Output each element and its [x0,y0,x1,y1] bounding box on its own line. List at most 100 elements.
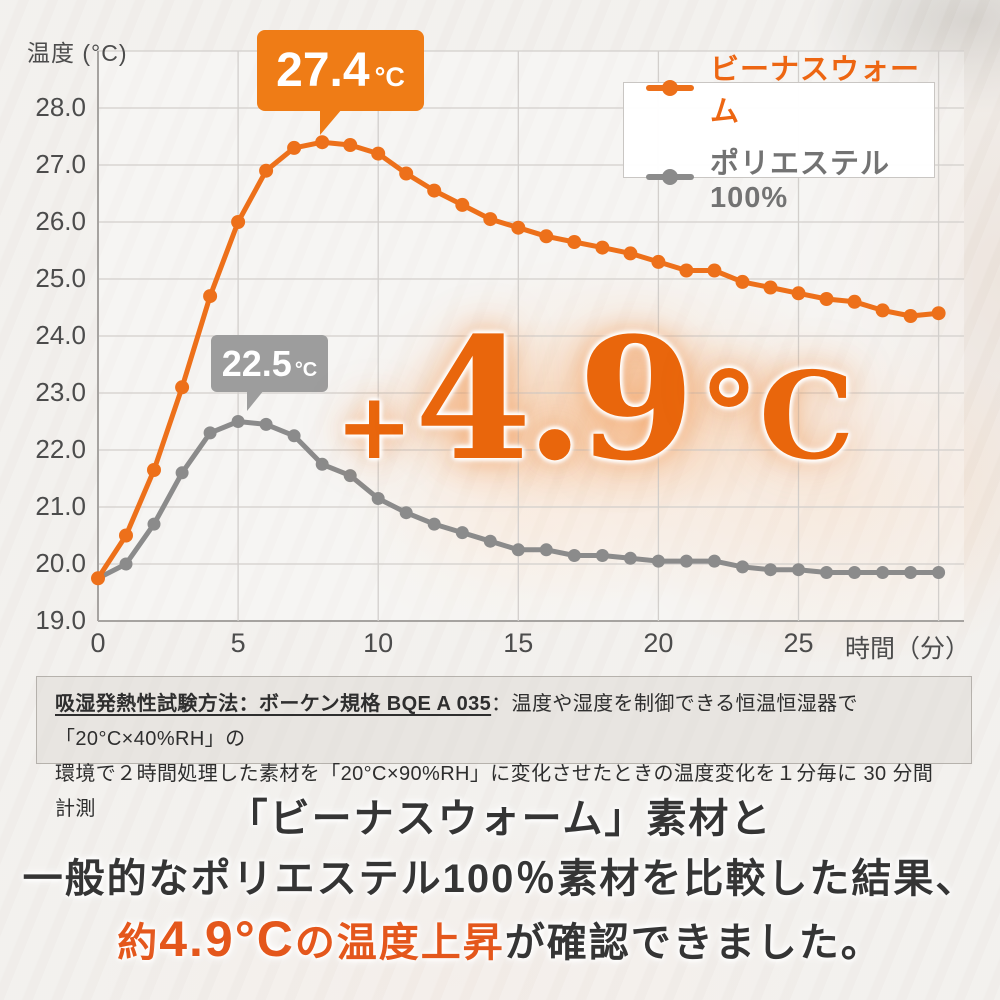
y-tick-label: 23.0 [35,377,86,407]
data-point-marker [904,566,918,579]
data-point-marker [539,543,553,557]
test-method-lead: 吸湿発熱性試験方法：ボーケン規格 BQE A 035 [55,693,492,715]
data-point-marker [847,294,862,309]
test-method-box: 吸湿発熱性試験方法：ボーケン規格 BQE A 035：温度や湿度を制御できる恒温… [36,676,972,820]
data-point-marker [343,138,358,152]
data-point-marker [651,554,665,568]
data-point-marker [651,254,666,269]
data-point-marker [679,554,693,568]
legend-label-venus-warm: ビーナスウォーム [710,53,921,128]
data-point-marker [427,517,441,531]
x-tick-label: 15 [503,628,534,658]
data-point-marker [736,560,749,574]
data-point-marker [399,166,414,181]
data-point-marker [427,183,442,198]
data-point-marker [679,263,694,278]
x-axis-title: 時間（分） [844,635,970,663]
data-point-marker [203,426,217,440]
data-point-marker [735,274,750,289]
test-method-line1: ：温度や湿度を制御できる恒温恒湿器で「20°C×40%RH」の [55,693,858,750]
data-point-marker [623,551,637,565]
legend-row-venus-warm: ビーナスウォーム [646,46,934,130]
legend-marker-polyester-icon [646,174,694,180]
data-point-marker [792,563,805,577]
data-point-marker [763,280,778,295]
data-point-marker [848,566,861,579]
caption-highlight-value: 4.9°C [159,911,295,967]
data-point-marker [511,220,526,235]
caption-highlight-rest: の温度上昇 [294,921,505,965]
data-point-marker [539,229,554,244]
legend-row-polyester: ポリエステル 100% [646,140,934,215]
data-point-marker [287,140,302,155]
y-tick-label: 22.0 [35,434,86,464]
data-point-marker [483,212,498,227]
data-point-marker [399,506,413,520]
peak-unit-venus-warm: °C [374,62,405,92]
x-tick-label: 10 [363,628,394,658]
y-tick-label: 24.0 [35,320,86,350]
test-method-line2: 環境で２時間処理した素材を「20°C×90%RH」に変化させたときの温度変化を１… [55,763,934,820]
data-point-marker [259,417,273,431]
caption-line-3: 約4.9°Cの温度上昇が確認できました。 [0,909,1000,973]
data-point-marker [315,135,330,150]
data-point-marker [91,571,105,586]
data-point-marker [932,566,946,579]
data-point-marker [567,549,581,562]
data-point-marker [764,563,777,577]
data-point-marker [455,526,469,540]
x-tick-label: 0 [90,628,106,658]
legend-label-polyester: ポリエステル 100% [710,147,891,214]
data-point-marker [147,517,161,531]
caption-line-1: 「ビーナスウォーム」素材と [227,797,773,841]
peak-unit-polyester: °C [294,359,318,381]
data-point-marker [483,534,497,548]
data-point-marker [903,309,918,323]
data-point-marker [707,263,722,278]
y-axis-title: 温度 (°C) [27,40,128,66]
y-tick-label: 20.0 [35,548,86,578]
data-point-marker [203,289,218,304]
data-point-marker [623,246,638,261]
data-point-marker [119,528,133,543]
data-point-marker [259,163,274,178]
data-point-marker [595,549,609,562]
x-tick-label: 25 [783,628,814,658]
data-point-marker [819,292,834,306]
highlight-plus-sign: + [335,372,413,480]
caption-highlight-prefix: 約 [117,921,160,965]
data-point-marker [119,557,133,571]
data-point-marker [875,303,890,318]
data-point-marker [511,543,525,557]
caption-line-2: 一般的なポリエステル100％素材を比較した結果、 [22,857,978,901]
y-tick-label: 21.0 [35,491,86,521]
y-tick-label: 26.0 [35,206,86,236]
data-point-marker [931,306,946,321]
data-point-marker [820,566,833,579]
data-point-marker [315,457,329,471]
data-point-marker [707,554,721,568]
data-point-marker [455,197,470,212]
data-point-marker [343,469,357,483]
data-point-marker [371,492,385,505]
data-point-marker [595,240,610,255]
data-point-marker [876,566,890,579]
data-point-marker [147,463,161,477]
data-point-marker [567,235,582,249]
data-point-marker [231,215,246,229]
legend-marker-venus-warm-icon [646,84,694,91]
data-point-marker [175,466,189,480]
data-point-marker [791,286,806,301]
y-tick-label: 27.0 [35,149,86,179]
peak-value-polyester: 22.5 [221,343,292,384]
y-tick-label: 19.0 [35,605,86,635]
caption-rest: が確認できました。 [504,921,883,965]
data-point-marker [231,415,245,428]
temperature-difference-highlight: + 4.9 °C [336,312,855,488]
peak-callout-polyester: 22.5 °C [211,335,328,411]
legend: ビーナスウォーム ポリエステル 100% [623,54,935,214]
data-point-marker [287,429,301,443]
peak-value-venus-warm: 27.4 [276,44,370,97]
peak-callout-venus-warm: 27.4 °C [257,30,424,135]
